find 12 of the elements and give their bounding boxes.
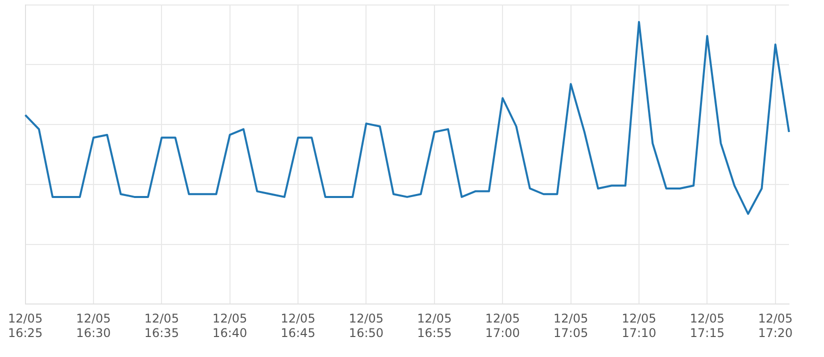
x-tick-label: 12/05 17:15 — [690, 312, 724, 340]
x-tick-label: 12/05 16:25 — [8, 312, 43, 340]
x-tick-label: 12/05 16:30 — [76, 312, 111, 340]
x-tick-label: 12/05 16:45 — [280, 312, 316, 340]
x-tick-label: 12/05 17:20 — [758, 312, 793, 340]
x-tick-label: 12/05 17:00 — [485, 312, 520, 340]
x-tick-label: 12/05 16:40 — [212, 312, 248, 340]
x-tick-label: 12/05 17:05 — [554, 312, 588, 340]
x-tick-label: 12/05 16:50 — [348, 312, 384, 340]
x-tick-label: 12/05 17:10 — [622, 312, 656, 340]
x-tick-label: 12/05 16:55 — [417, 312, 452, 340]
x-tick-label: 12/05 16:35 — [144, 312, 179, 340]
